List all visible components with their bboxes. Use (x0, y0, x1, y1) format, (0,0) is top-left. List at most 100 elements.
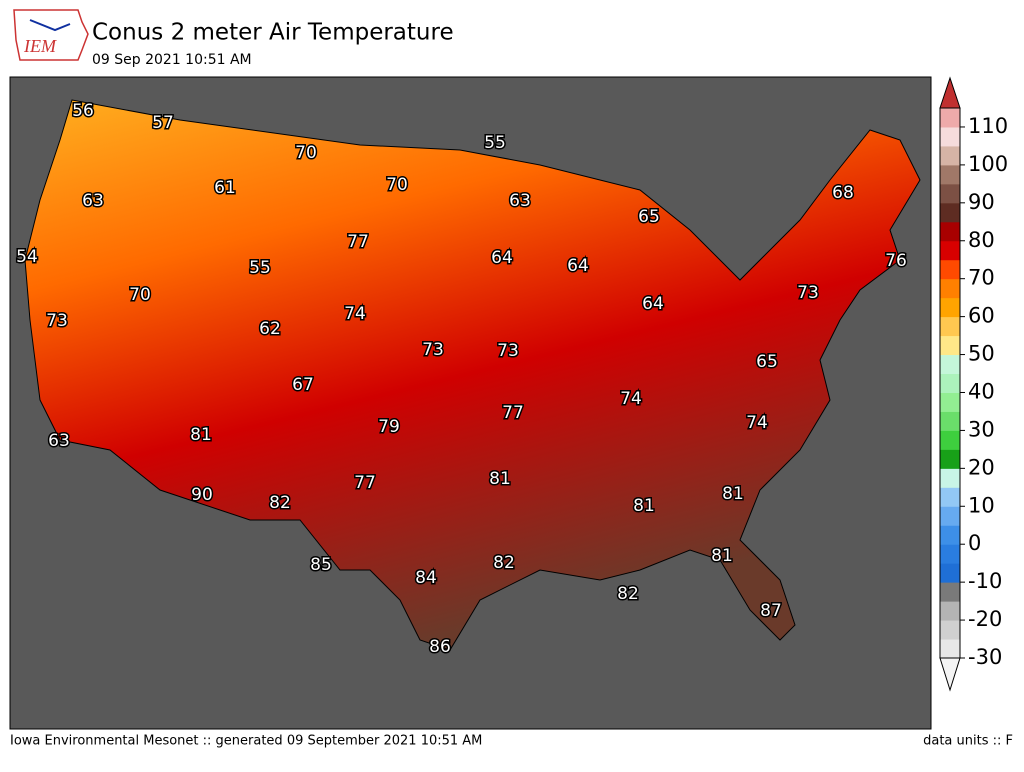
contour-label: 82 (617, 584, 639, 604)
colorbar-band (940, 449, 960, 469)
contour-label: 65 (756, 352, 778, 372)
colorbar-band (940, 430, 960, 450)
colorbar-tick-label: 110 (968, 114, 1008, 138)
contour-label: 64 (567, 256, 589, 276)
contour-label: 90 (191, 485, 213, 505)
contour-label: 70 (129, 285, 151, 305)
contour-label: 73 (797, 283, 819, 303)
contour-label: 57 (152, 113, 174, 133)
contour-labels: 56 57 70 55 70 63 61 68 63 65 77 54 55 64 64 76 70 73 64 73… (15, 100, 909, 659)
contour-label: 74 (344, 304, 366, 324)
colorbar-tick-label: -30 (968, 645, 1002, 669)
contour-label: 81 (633, 496, 655, 516)
contour-label: 85 (310, 555, 332, 575)
contour-label: 64 (491, 248, 513, 268)
contour-label: 64 (642, 294, 664, 314)
contour-label: 77 (354, 473, 376, 493)
contour-label: 54 (16, 247, 38, 267)
contour-label: 73 (46, 311, 68, 331)
contour-label: 56 (72, 101, 94, 121)
colorbar-band (940, 411, 960, 431)
contour-label: 70 (295, 143, 317, 163)
title: Conus 2 meter Air Temperature (92, 20, 454, 46)
contour-label: 65 (638, 207, 660, 227)
colorbar-band (940, 639, 960, 659)
contour-label: 81 (489, 469, 511, 489)
logo-text: IEM (23, 36, 57, 56)
contour-label: 67 (292, 375, 314, 395)
contour-label: 62 (259, 319, 281, 339)
logo-shape (13, 9, 89, 61)
colorbar-band (940, 164, 960, 185)
colorbar-tick-label: 90 (968, 190, 995, 214)
contour-label: 87 (760, 601, 782, 621)
colorbar-band (940, 108, 960, 128)
contour-label: 82 (493, 553, 515, 573)
contour-label: 55 (484, 133, 506, 153)
colorbar-band (940, 297, 960, 318)
contour-label: 79 (378, 417, 400, 437)
colorbar-tick-label: 30 (968, 417, 995, 441)
contour-label: 74 (746, 413, 768, 433)
colorbar-band (940, 240, 960, 261)
colorbar-band (940, 468, 960, 488)
colorbar-band (940, 582, 960, 602)
contour-label: 82 (269, 493, 291, 513)
colorbar-tick-label: 0 (968, 531, 981, 555)
colorbar-tick-label: -20 (968, 607, 1002, 631)
contour-label: 70 (386, 175, 408, 195)
contour-label: 81 (722, 484, 744, 504)
colorbar-tick-label: 70 (968, 266, 995, 290)
contour-label: 73 (422, 340, 444, 360)
colorbar-band (940, 392, 960, 412)
contour-label: 73 (497, 341, 519, 361)
colorbar-band (940, 620, 960, 640)
contour-label: 77 (502, 403, 524, 423)
contour-label: 68 (832, 183, 854, 203)
footer-right: data units :: F (923, 734, 1013, 749)
logo: IEM (13, 9, 89, 61)
colorbar-tick-label: 10 (968, 493, 995, 517)
colorbar-outline (939, 107, 961, 659)
contour-label: 86 (429, 637, 451, 657)
colorbar-tick-label: 60 (968, 304, 995, 328)
colorbar-band (940, 183, 960, 204)
colorbar-band (940, 221, 960, 242)
contour-label: 61 (214, 178, 236, 198)
contour-label: 76 (885, 251, 907, 271)
colorbar-under (939, 657, 961, 692)
colorbar-band (940, 487, 960, 507)
colorbar-tick-label: -10 (968, 569, 1002, 593)
colorbar-band (940, 278, 960, 299)
contour-label: 74 (620, 389, 642, 409)
contour-label: 77 (347, 232, 369, 252)
colorbar-band (940, 259, 960, 280)
colorbar-tick-label: 100 (968, 152, 1008, 176)
colorbar: -30 -20 -10 0 10 20 30 40 50 60 70 80 90 100 110 (939, 76, 1008, 692)
colorbar-band (940, 525, 960, 545)
contour-label: 55 (249, 258, 271, 278)
us-land (24, 99, 921, 651)
colorbar-band (940, 563, 960, 583)
colorbar-band (940, 506, 960, 526)
subtitle: 09 Sep 2021 10:51 AM (92, 52, 252, 68)
colorbar-over (939, 76, 961, 109)
contour-label: 63 (48, 431, 70, 451)
footer-left: Iowa Environmental Mesonet :: generated … (10, 734, 482, 749)
colorbar-band (940, 373, 960, 393)
colorbar-band (940, 126, 960, 147)
colorbar-tick-label: 50 (968, 342, 995, 366)
contour-label: 81 (190, 425, 212, 445)
colorbar-band (940, 202, 960, 223)
colorbar-tick-label: 80 (968, 228, 995, 252)
colorbar-tick-label: 20 (968, 455, 995, 479)
contour-label: 81 (711, 546, 733, 566)
colorbar-band (940, 145, 960, 166)
colorbar-band (940, 601, 960, 621)
colorbar-band (940, 335, 960, 356)
colorbar-band (940, 316, 960, 337)
contour-label: 63 (509, 191, 531, 211)
contour-label: 63 (82, 191, 104, 211)
contour-label: 84 (415, 568, 437, 588)
